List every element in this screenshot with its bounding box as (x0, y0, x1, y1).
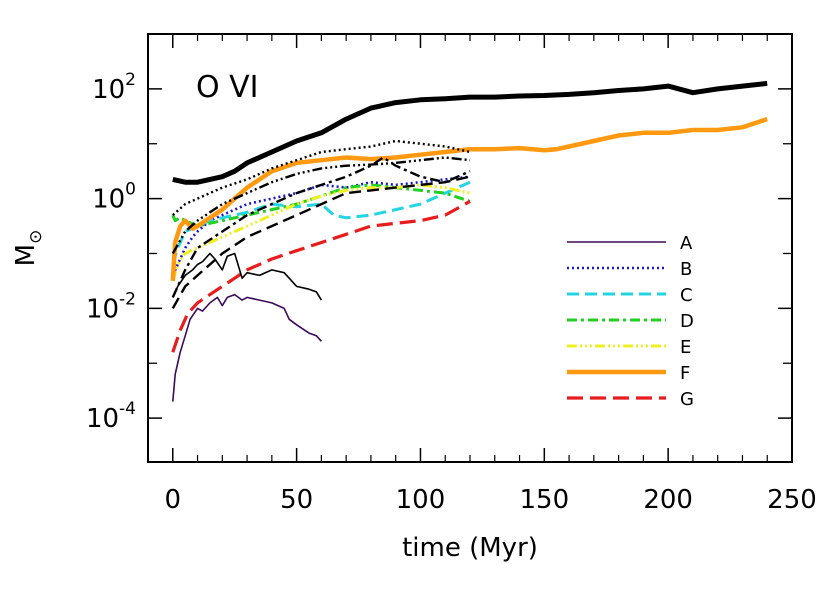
series-line-c (171, 180, 471, 265)
y-tick-exponent: 0 (125, 180, 136, 200)
series-line-a (172, 293, 322, 402)
x-tick-label: 250 (767, 485, 817, 515)
x-tick-label: 50 (280, 485, 313, 515)
legend-label-c: C (680, 285, 693, 306)
legend-label-d: D (680, 311, 694, 332)
series-line-black-10 (171, 156, 471, 298)
y-tick-exponent: -4 (119, 399, 136, 419)
y-tick-base: 10 (92, 75, 125, 105)
svg-text:M⊙: M⊙ (11, 230, 46, 267)
legend-label-a: A (680, 233, 693, 254)
y-tick-base: 10 (86, 404, 119, 434)
x-tick-label: 0 (164, 485, 181, 515)
legend-label-f: F (680, 363, 690, 384)
y-tick-label: 102 (92, 70, 136, 105)
x-axis-label: time (Myr) (402, 533, 538, 563)
y-tick-label: 10-4 (86, 399, 136, 434)
x-tick-label: 100 (396, 485, 446, 515)
chart-title: O VI (196, 70, 259, 105)
y-axis-label: M⊙ (11, 230, 46, 267)
series-line-black-7 (172, 80, 768, 185)
y-tick-label: 100 (92, 180, 136, 215)
y-tick-exponent: -2 (119, 289, 136, 309)
x-tick-label: 200 (643, 485, 693, 515)
series-layer (170, 80, 768, 402)
y-tick-base: 10 (92, 185, 125, 215)
legend-label-e: E (680, 337, 691, 358)
series-line-black-12 (171, 156, 471, 255)
y-tick-exponent: 2 (125, 70, 136, 90)
y-axis-label-text: M (11, 244, 41, 266)
series-line-g (171, 199, 471, 353)
series-line-black-8 (172, 252, 323, 301)
legend-label-b: B (680, 259, 692, 280)
y-tick-label: 10-2 (86, 289, 136, 324)
legend-label-g: G (680, 389, 694, 410)
y-tick-base: 10 (86, 294, 119, 324)
series-line-b (171, 175, 471, 276)
series-line-e (171, 183, 471, 282)
series-line-black-11 (171, 175, 471, 309)
x-tick-label: 150 (519, 485, 569, 515)
sun-symbol: ⊙ (26, 230, 46, 244)
series-line-f (170, 116, 768, 282)
